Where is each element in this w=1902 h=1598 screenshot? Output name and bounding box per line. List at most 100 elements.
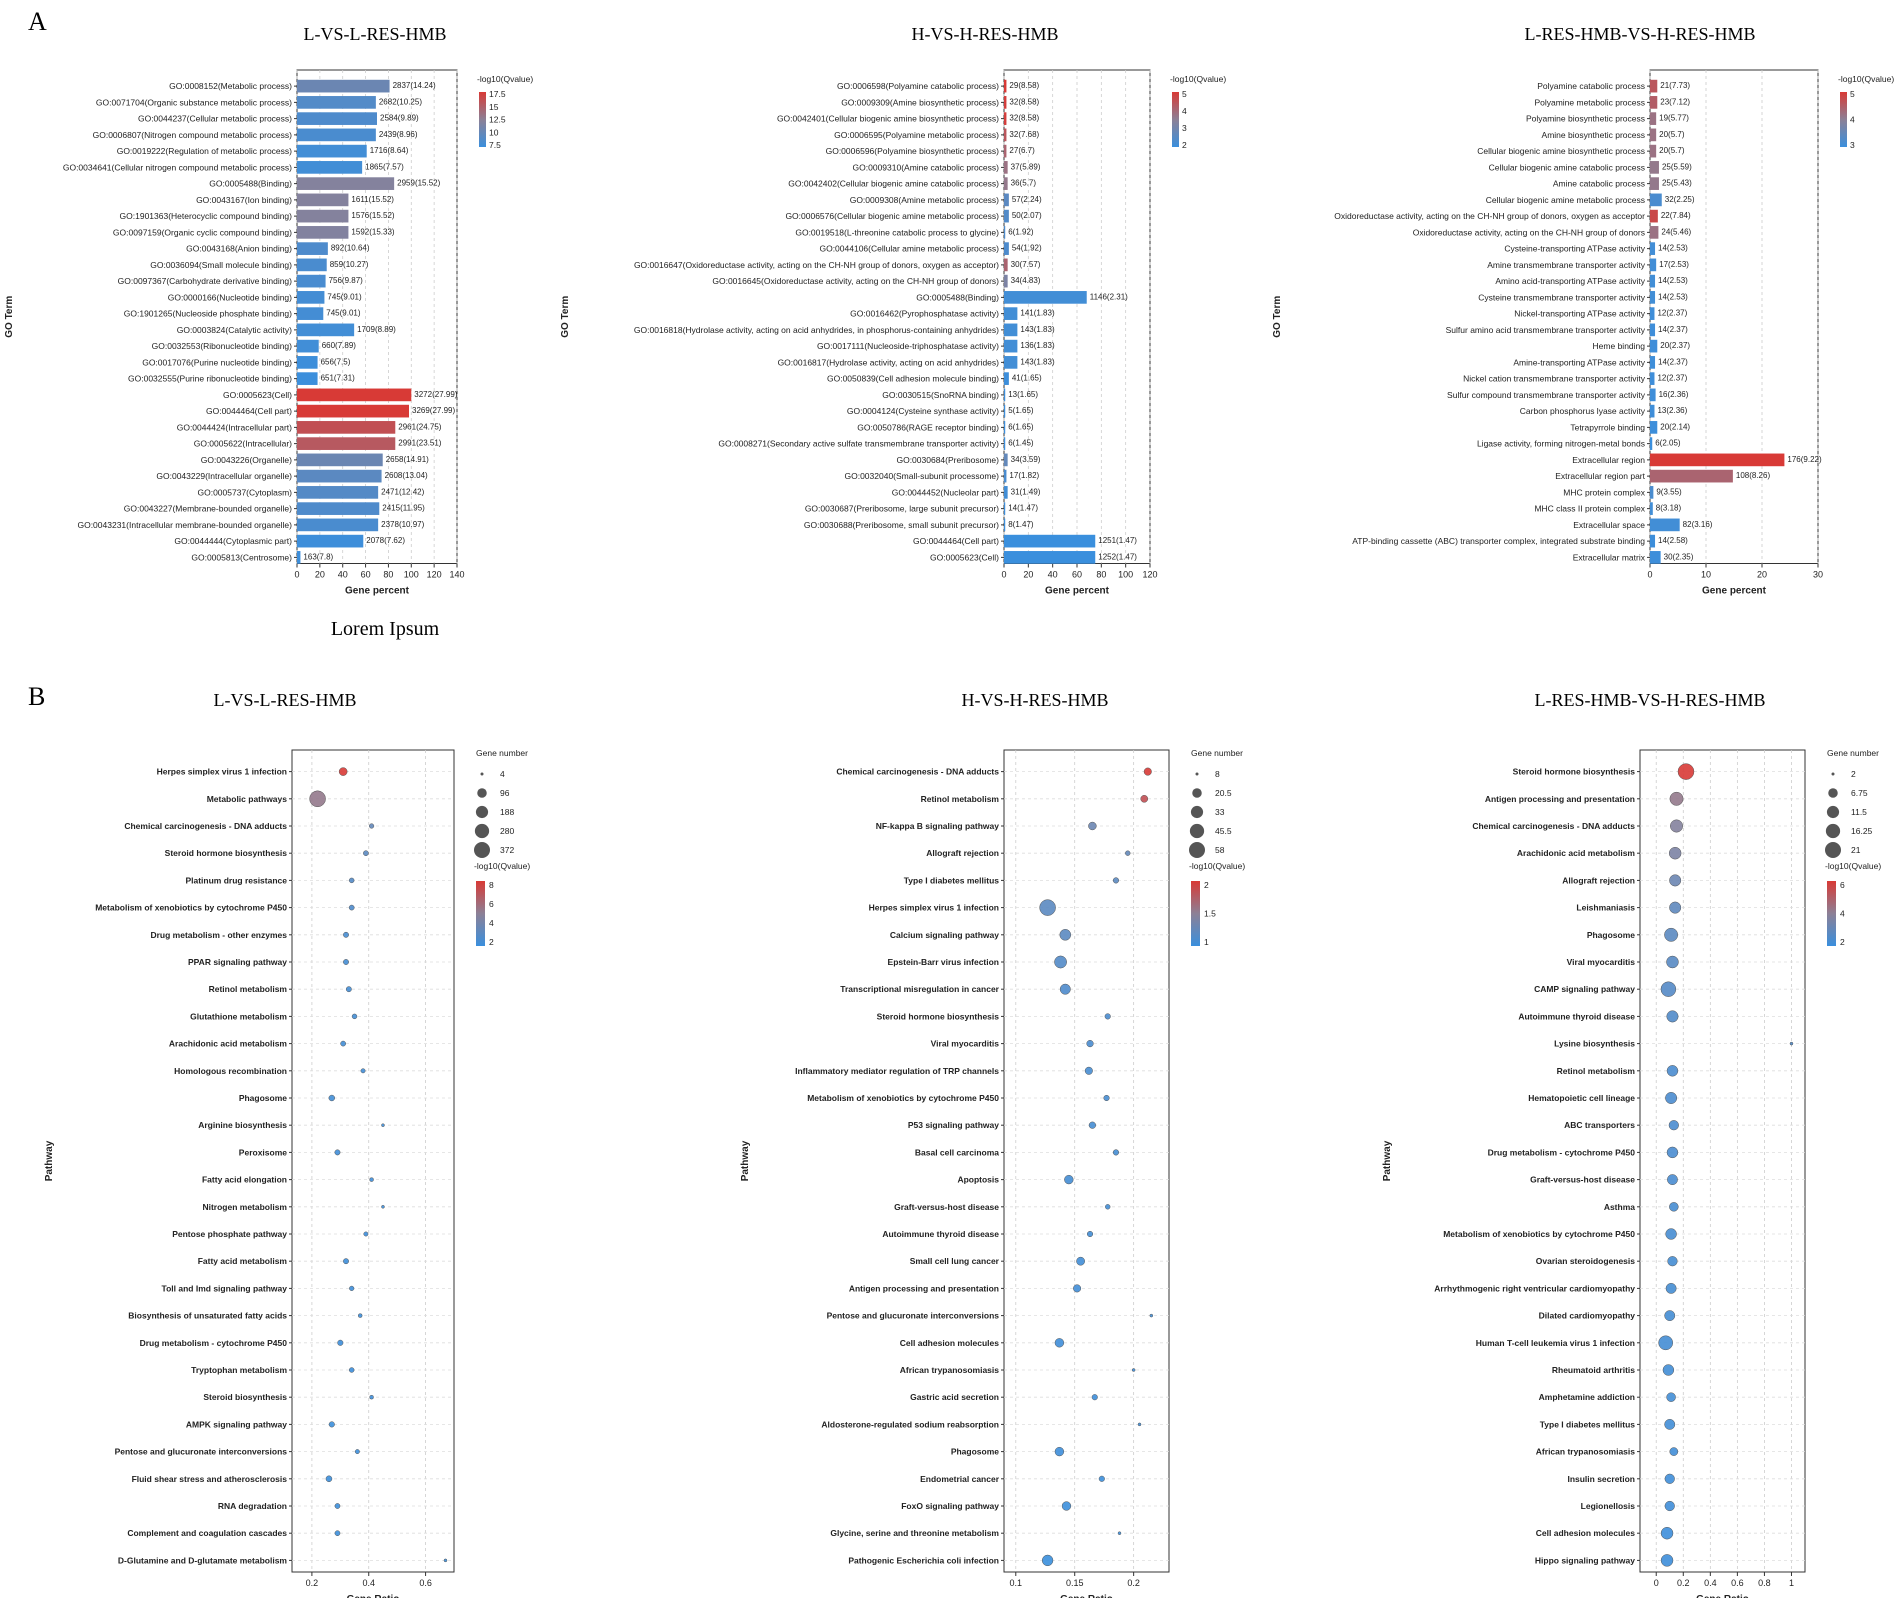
category-label: Carbon phosphorus lyase activity [1520,406,1646,416]
category-label: GO:0005737(Cytoplasm) [198,487,293,497]
scatter-point [1084,1066,1093,1075]
size-legend-dot [1825,823,1841,839]
category-label: Metabolism of xenobiotics by cytochrome … [95,903,287,913]
scatter-point [1125,850,1131,856]
x-tick-label: 0 [294,570,299,580]
bar [1650,502,1653,515]
bar [1004,209,1009,223]
category-label: GO:0005488(Binding) [209,179,292,189]
category-label: GO:0043227(Membrane-bounded organelle) [124,504,292,514]
size-legend-title: Gene number [1191,748,1243,758]
category-label: African trypanosomiasis [1536,1447,1635,1457]
category-label: Fluid shear stress and atherosclerosis [132,1474,288,1484]
category-label: GO:0043226(Organelle) [201,455,292,465]
bar [1650,291,1656,304]
bar-data-label: 2584(9.89) [380,114,419,123]
bar-data-label: 25(5.43) [1662,179,1692,188]
x-tick-label: 60 [1072,570,1082,580]
scatter-point [1666,1065,1679,1077]
scatter-point [1665,1092,1678,1104]
bar-data-label: 1709(8.89) [357,325,396,334]
category-label: Drug metabolism - cytochrome P450 [140,1338,288,1348]
bar [1650,144,1657,158]
bar-data-label: 37(5.89) [1011,162,1041,171]
category-label: Apoptosis [957,1175,999,1185]
scatter-point [351,1013,358,1020]
category-label: Viral myocarditis [1567,957,1636,967]
bar [1004,177,1008,190]
bar [1650,437,1653,450]
category-label: FoxO signaling pathway [901,1501,999,1511]
bar-data-label: 2439(8.96) [379,130,418,139]
bar [1650,258,1657,272]
scatter-point [1669,1202,1679,1212]
scatter-point [334,1530,341,1537]
scatter-point [1660,1554,1674,1567]
section-a-label: A [28,7,47,36]
category-label: Arrhythmogenic right ventricular cardiom… [1434,1283,1635,1293]
category-label: Autoimmune thyroid disease [882,1229,999,1239]
bar [1650,79,1658,93]
x-axis-label: Gene percent [1045,586,1110,597]
scatter-point [1666,1392,1676,1402]
bar-data-label: 6(1.45) [1008,439,1034,448]
category-label: Arachidonic acid metabolism [1517,848,1636,858]
scatter-point [443,1558,448,1563]
category-label: Extracellular region [1572,455,1645,465]
scatter-point [1088,1121,1096,1129]
x-axis-label: Gene percent [345,586,410,597]
scatter-point [1039,899,1056,916]
scatter-point [1669,901,1682,914]
category-label: Amine-transporting ATPase activity [1513,357,1645,367]
plot-frame [1639,749,1806,1573]
category-label: Phagosome [951,1447,999,1457]
category-label: GO:0030684(Preribosome) [896,455,999,465]
category-label: GO:0097367(Carbohydrate derivative bindi… [118,276,293,286]
x-tick-label: 20 [315,570,325,580]
bar-data-label: 2991(23.51) [398,439,441,448]
x-axis-label: Gene percent [1702,586,1767,597]
category-label: GO:0016818(Hydrolase activity, acting on… [634,325,999,335]
size-legend-dot [1192,788,1202,798]
color-legend-tick: 8 [489,880,494,890]
scatter-point [1117,1531,1122,1535]
scatter-point [343,931,349,938]
category-label: Retinol metabolism [209,984,288,994]
scatter-point [1149,1313,1154,1318]
bar-data-label: 660(7.89) [322,341,357,350]
category-label: Steroid hormone biosynthesis [1513,767,1636,777]
bar-data-label: 745(9.01) [326,309,361,318]
category-label: GO:0032553(Ribonucleotide binding) [152,341,293,351]
bar-data-label: 651(7.31) [321,374,356,383]
color-legend-bar [476,881,485,946]
bar [297,209,349,223]
category-label: Arginine biosynthesis [198,1120,287,1130]
category-label: GO:0005623(Cell) [930,552,999,562]
bar-data-label: 17(1.82) [1009,471,1039,480]
category-label: Pentose and glucuronate interconversions [827,1311,1000,1321]
x-tick-label: 30 [1813,570,1823,580]
category-label: Rheumatoid arthritis [1552,1365,1635,1375]
chart-title: L-VS-L-RES-HMB [214,690,357,710]
scatter-point [1054,1446,1065,1457]
size-legend-label: 45.5 [1215,826,1232,836]
category-label: Steroid hormone biosynthesis [877,1011,1000,1021]
bar [1004,193,1009,207]
category-label: Heme binding [1593,341,1646,351]
bar-data-label: 14(2.37) [1658,325,1688,334]
bar-data-label: 14(1.47) [1008,504,1038,513]
category-label: GO:0009310(Amine catabolic process) [853,162,1000,172]
bar-data-label: 20(2.14) [1660,422,1690,431]
bar [297,242,328,255]
size-legend-dot [1189,842,1205,858]
category-label: Amine transmembrane transporter activity [1487,260,1646,270]
category-label: GO:0030688(Preribosome, small subunit pr… [804,520,999,530]
bar [1004,551,1096,564]
category-label: GO:0008271(Secondary active sulfate tran… [718,439,999,449]
category-label: Cellular biogenic amine catabolic proces… [1489,162,1645,172]
category-label: Chemical carcinogenesis - DNA adducts [124,821,287,831]
bar [1004,96,1007,109]
bar-data-label: 82(3.16) [1683,520,1713,529]
category-label: Fatty acid elongation [202,1175,287,1185]
scatter-point [1054,1338,1065,1348]
